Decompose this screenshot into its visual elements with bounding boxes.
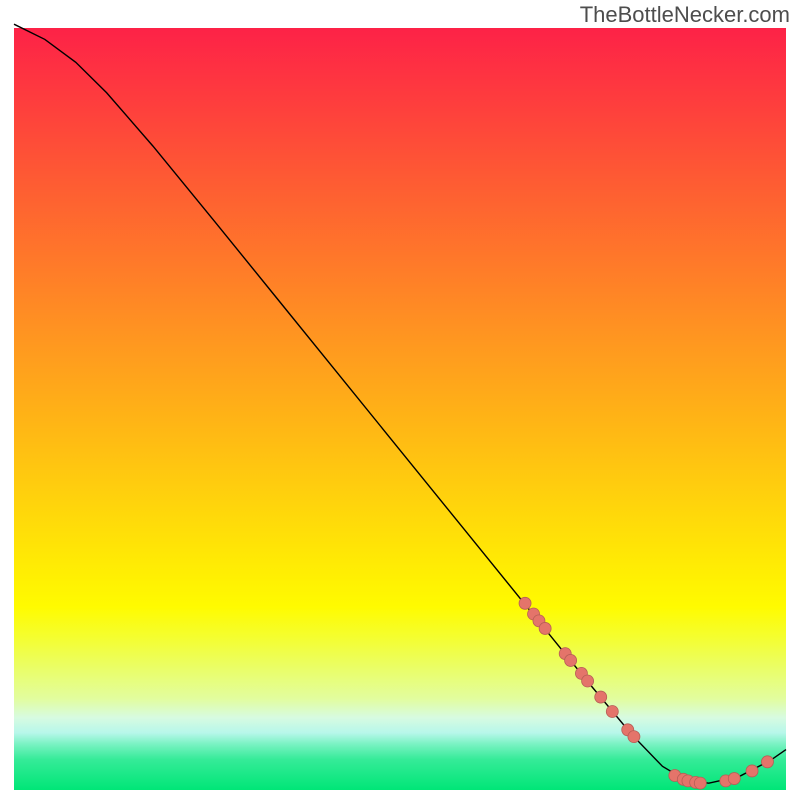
chart-container: TheBottleNecker.com (0, 0, 800, 800)
marker-point (582, 675, 594, 687)
plot-background (14, 28, 786, 790)
marker-point (728, 773, 740, 785)
marker-point (761, 756, 773, 768)
marker-point (694, 777, 706, 789)
marker-point (595, 691, 607, 703)
marker-point (746, 765, 758, 777)
marker-point (519, 597, 531, 609)
marker-point (606, 706, 618, 718)
marker-point (539, 622, 551, 634)
marker-point (628, 731, 640, 743)
marker-point (565, 654, 577, 666)
bottleneck-curve-chart (0, 0, 800, 800)
watermark: TheBottleNecker.com (580, 2, 790, 28)
